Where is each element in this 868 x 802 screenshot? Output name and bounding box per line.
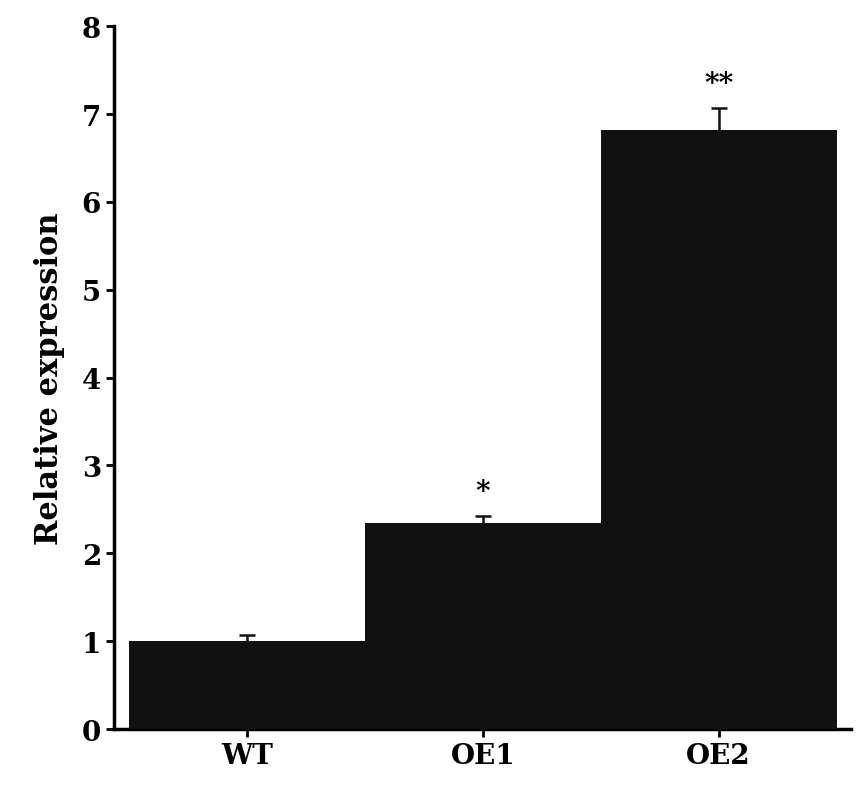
Y-axis label: Relative expression: Relative expression xyxy=(34,212,65,545)
Bar xyxy=(365,523,601,729)
Bar xyxy=(601,131,837,729)
Text: *: * xyxy=(476,479,490,505)
Text: **: ** xyxy=(704,71,733,98)
Bar xyxy=(129,642,365,729)
